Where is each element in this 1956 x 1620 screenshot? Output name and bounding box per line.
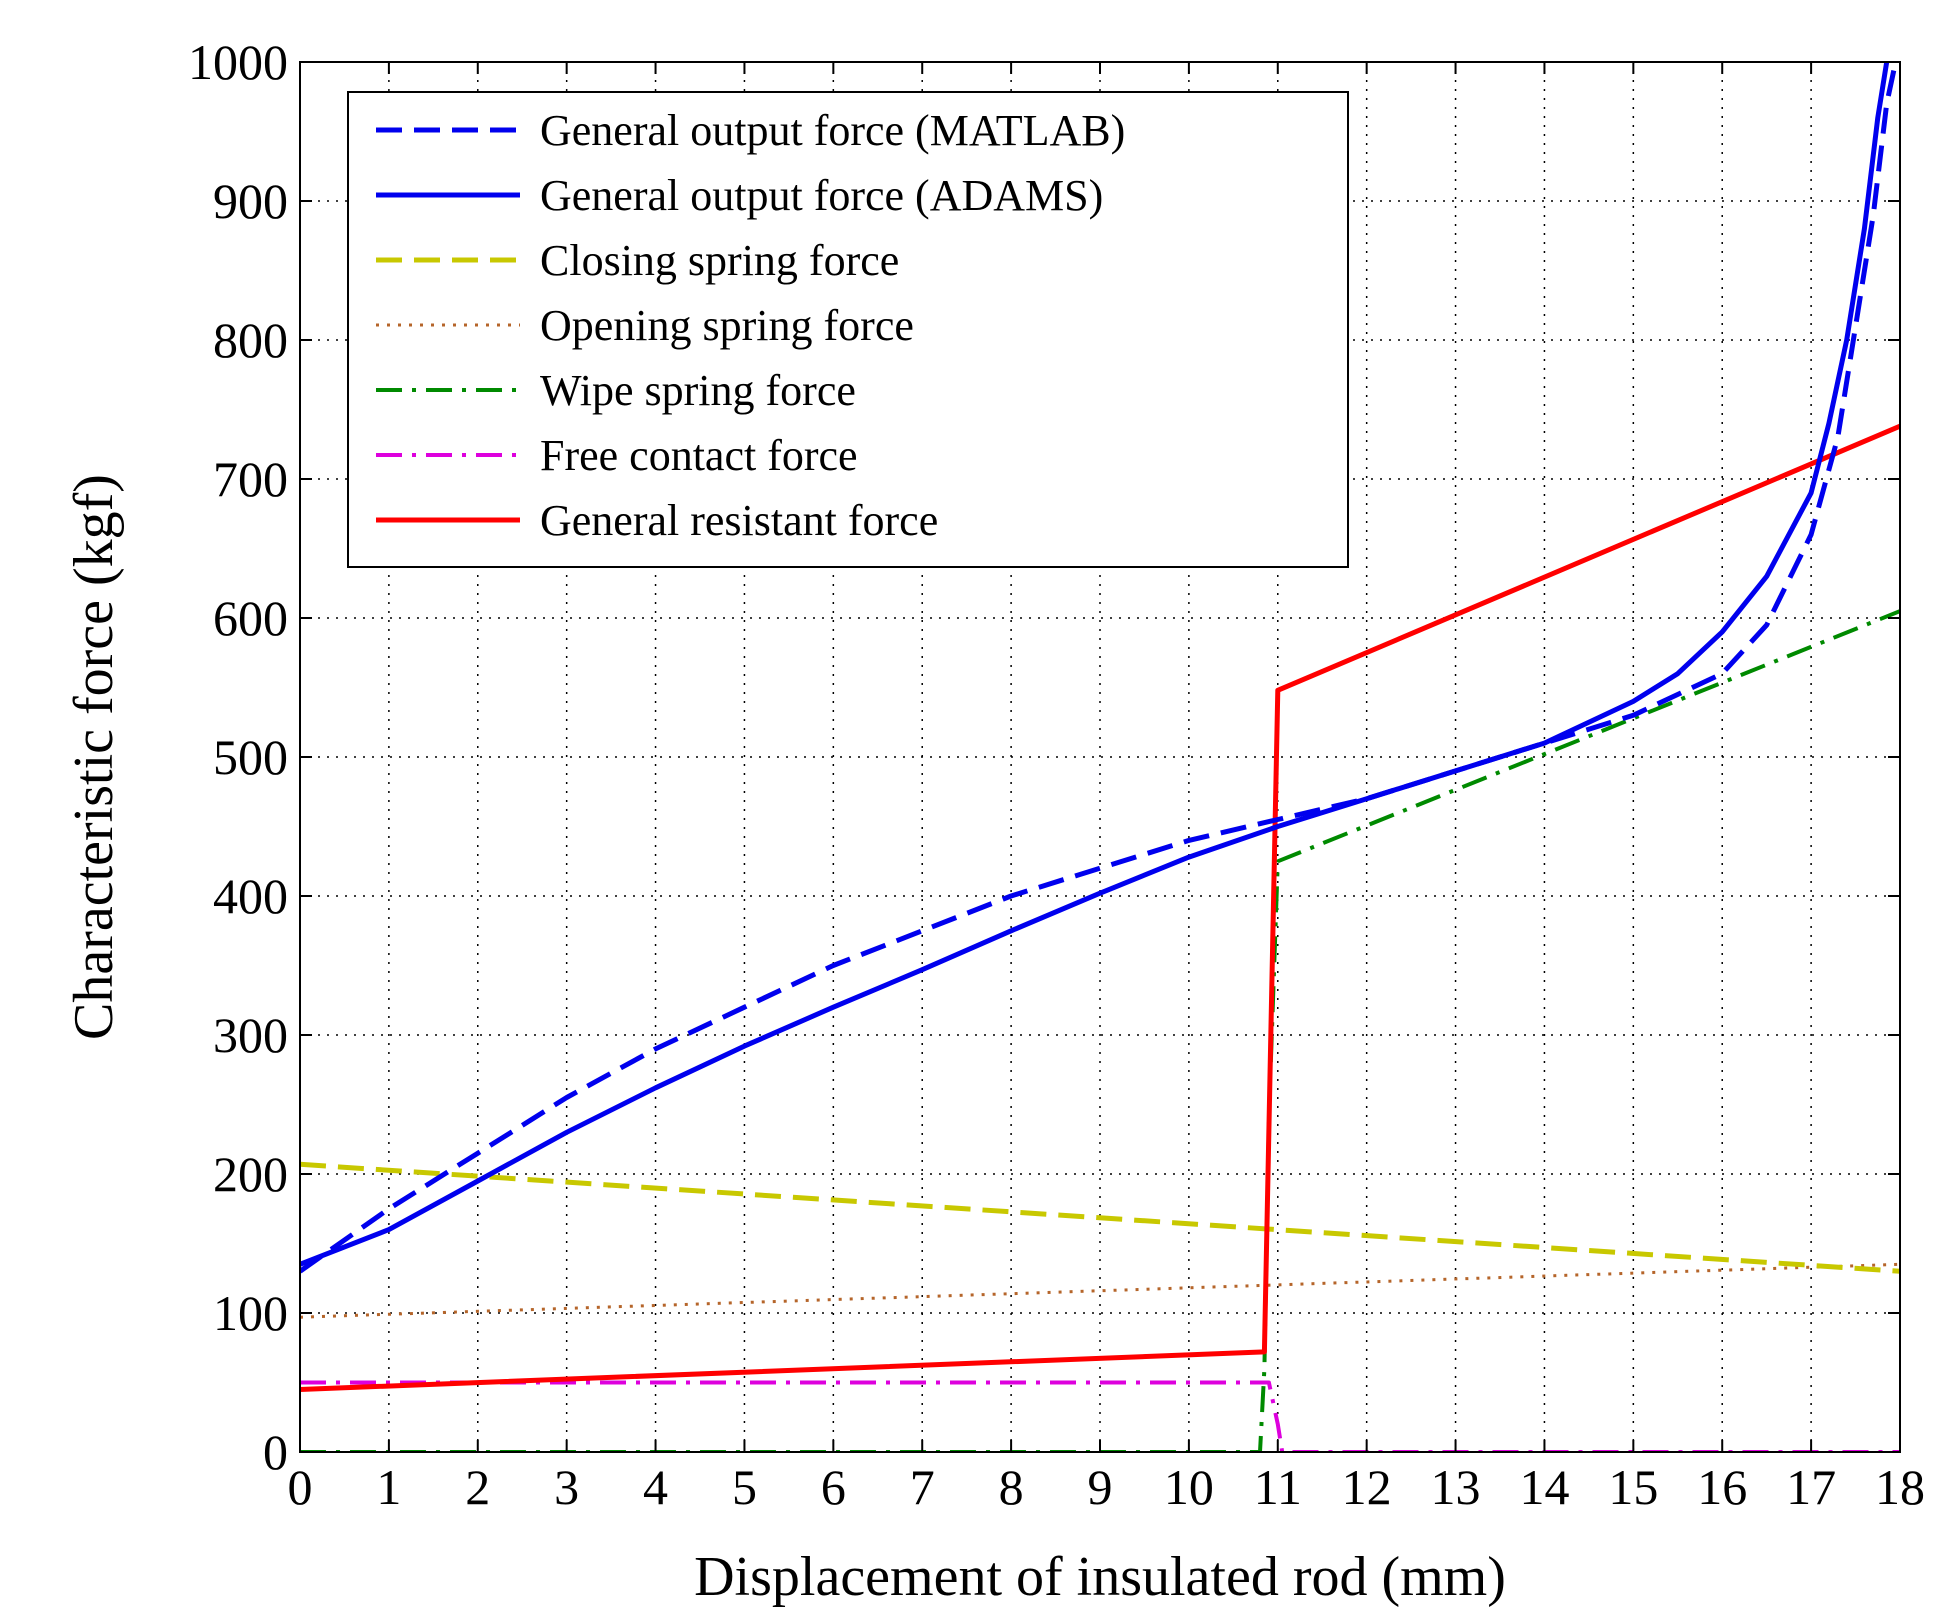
legend-label-7: General resistant force — [540, 496, 938, 545]
y-tick-label: 400 — [213, 868, 288, 924]
series-line-2 — [300, 62, 1890, 1267]
x-tick-label: 4 — [643, 1459, 668, 1515]
legend-label-4: Opening spring force — [540, 301, 914, 350]
series-line-4 — [300, 1262, 1900, 1319]
series-line-3 — [300, 1161, 1900, 1274]
y-tick-label: 900 — [213, 173, 288, 229]
x-tick-label: 7 — [910, 1459, 935, 1515]
series-line-7 — [300, 423, 1900, 1392]
grid — [300, 62, 1900, 1452]
y-tick-label: 300 — [213, 1007, 288, 1063]
x-tick-label: 6 — [821, 1459, 846, 1515]
x-tick-label: 5 — [732, 1459, 757, 1515]
y-tick-label: 100 — [213, 1285, 288, 1341]
legend: General output force (MATLAB) General out… — [347, 91, 1349, 568]
legend-label-3: Closing spring force — [540, 236, 899, 285]
x-tick-label: 1 — [376, 1459, 401, 1515]
x-axis-title: Displacement of insulated rod (mm) — [694, 1546, 1506, 1608]
x-tick-label: 15 — [1608, 1459, 1658, 1515]
legend-label-1: General output force (MATLAB) — [540, 106, 1125, 155]
y-tick-label: 800 — [213, 312, 288, 368]
x-tick-label: 9 — [1088, 1459, 1113, 1515]
y-axis-title: Characteristic force (kgf) — [63, 474, 125, 1040]
legend-label-2: General output force (ADAMS) — [540, 171, 1103, 220]
x-tick-label: 11 — [1254, 1459, 1302, 1515]
y-tick-label: 500 — [213, 729, 288, 785]
legend-label-5: Wipe spring force — [540, 366, 856, 415]
series-line-1 — [300, 62, 1899, 1274]
x-tick-label: 12 — [1342, 1459, 1392, 1515]
x-tick-label: 16 — [1697, 1459, 1747, 1515]
y-tick-label: 700 — [213, 451, 288, 507]
legend-label-6: Free contact force — [540, 431, 858, 480]
x-tick-label: 14 — [1519, 1459, 1569, 1515]
x-tick-label: 3 — [554, 1459, 579, 1515]
y-tick-label: 1000 — [188, 34, 288, 90]
axis-ticks: 0 1 2 3 4 5 6 7 8 9 10 11 12 13 14 15 16 17 18010020030040… — [188, 34, 1925, 1515]
y-tick-label: 200 — [213, 1146, 288, 1202]
series-group — [300, 62, 1900, 1452]
legend-box — [347, 91, 1349, 568]
series-line-6 — [300, 1380, 1900, 1452]
x-tick-label: 13 — [1431, 1459, 1481, 1515]
y-tick-label: 600 — [213, 590, 288, 646]
x-tick-label: 17 — [1786, 1459, 1836, 1515]
y-tick-label: 0 — [263, 1424, 288, 1480]
x-tick-label: 2 — [465, 1459, 490, 1515]
x-tick-label: 10 — [1164, 1459, 1214, 1515]
x-tick-label: 8 — [999, 1459, 1024, 1515]
x-tick-label: 0 — [288, 1459, 313, 1515]
x-tick-label: 18 — [1875, 1459, 1925, 1515]
